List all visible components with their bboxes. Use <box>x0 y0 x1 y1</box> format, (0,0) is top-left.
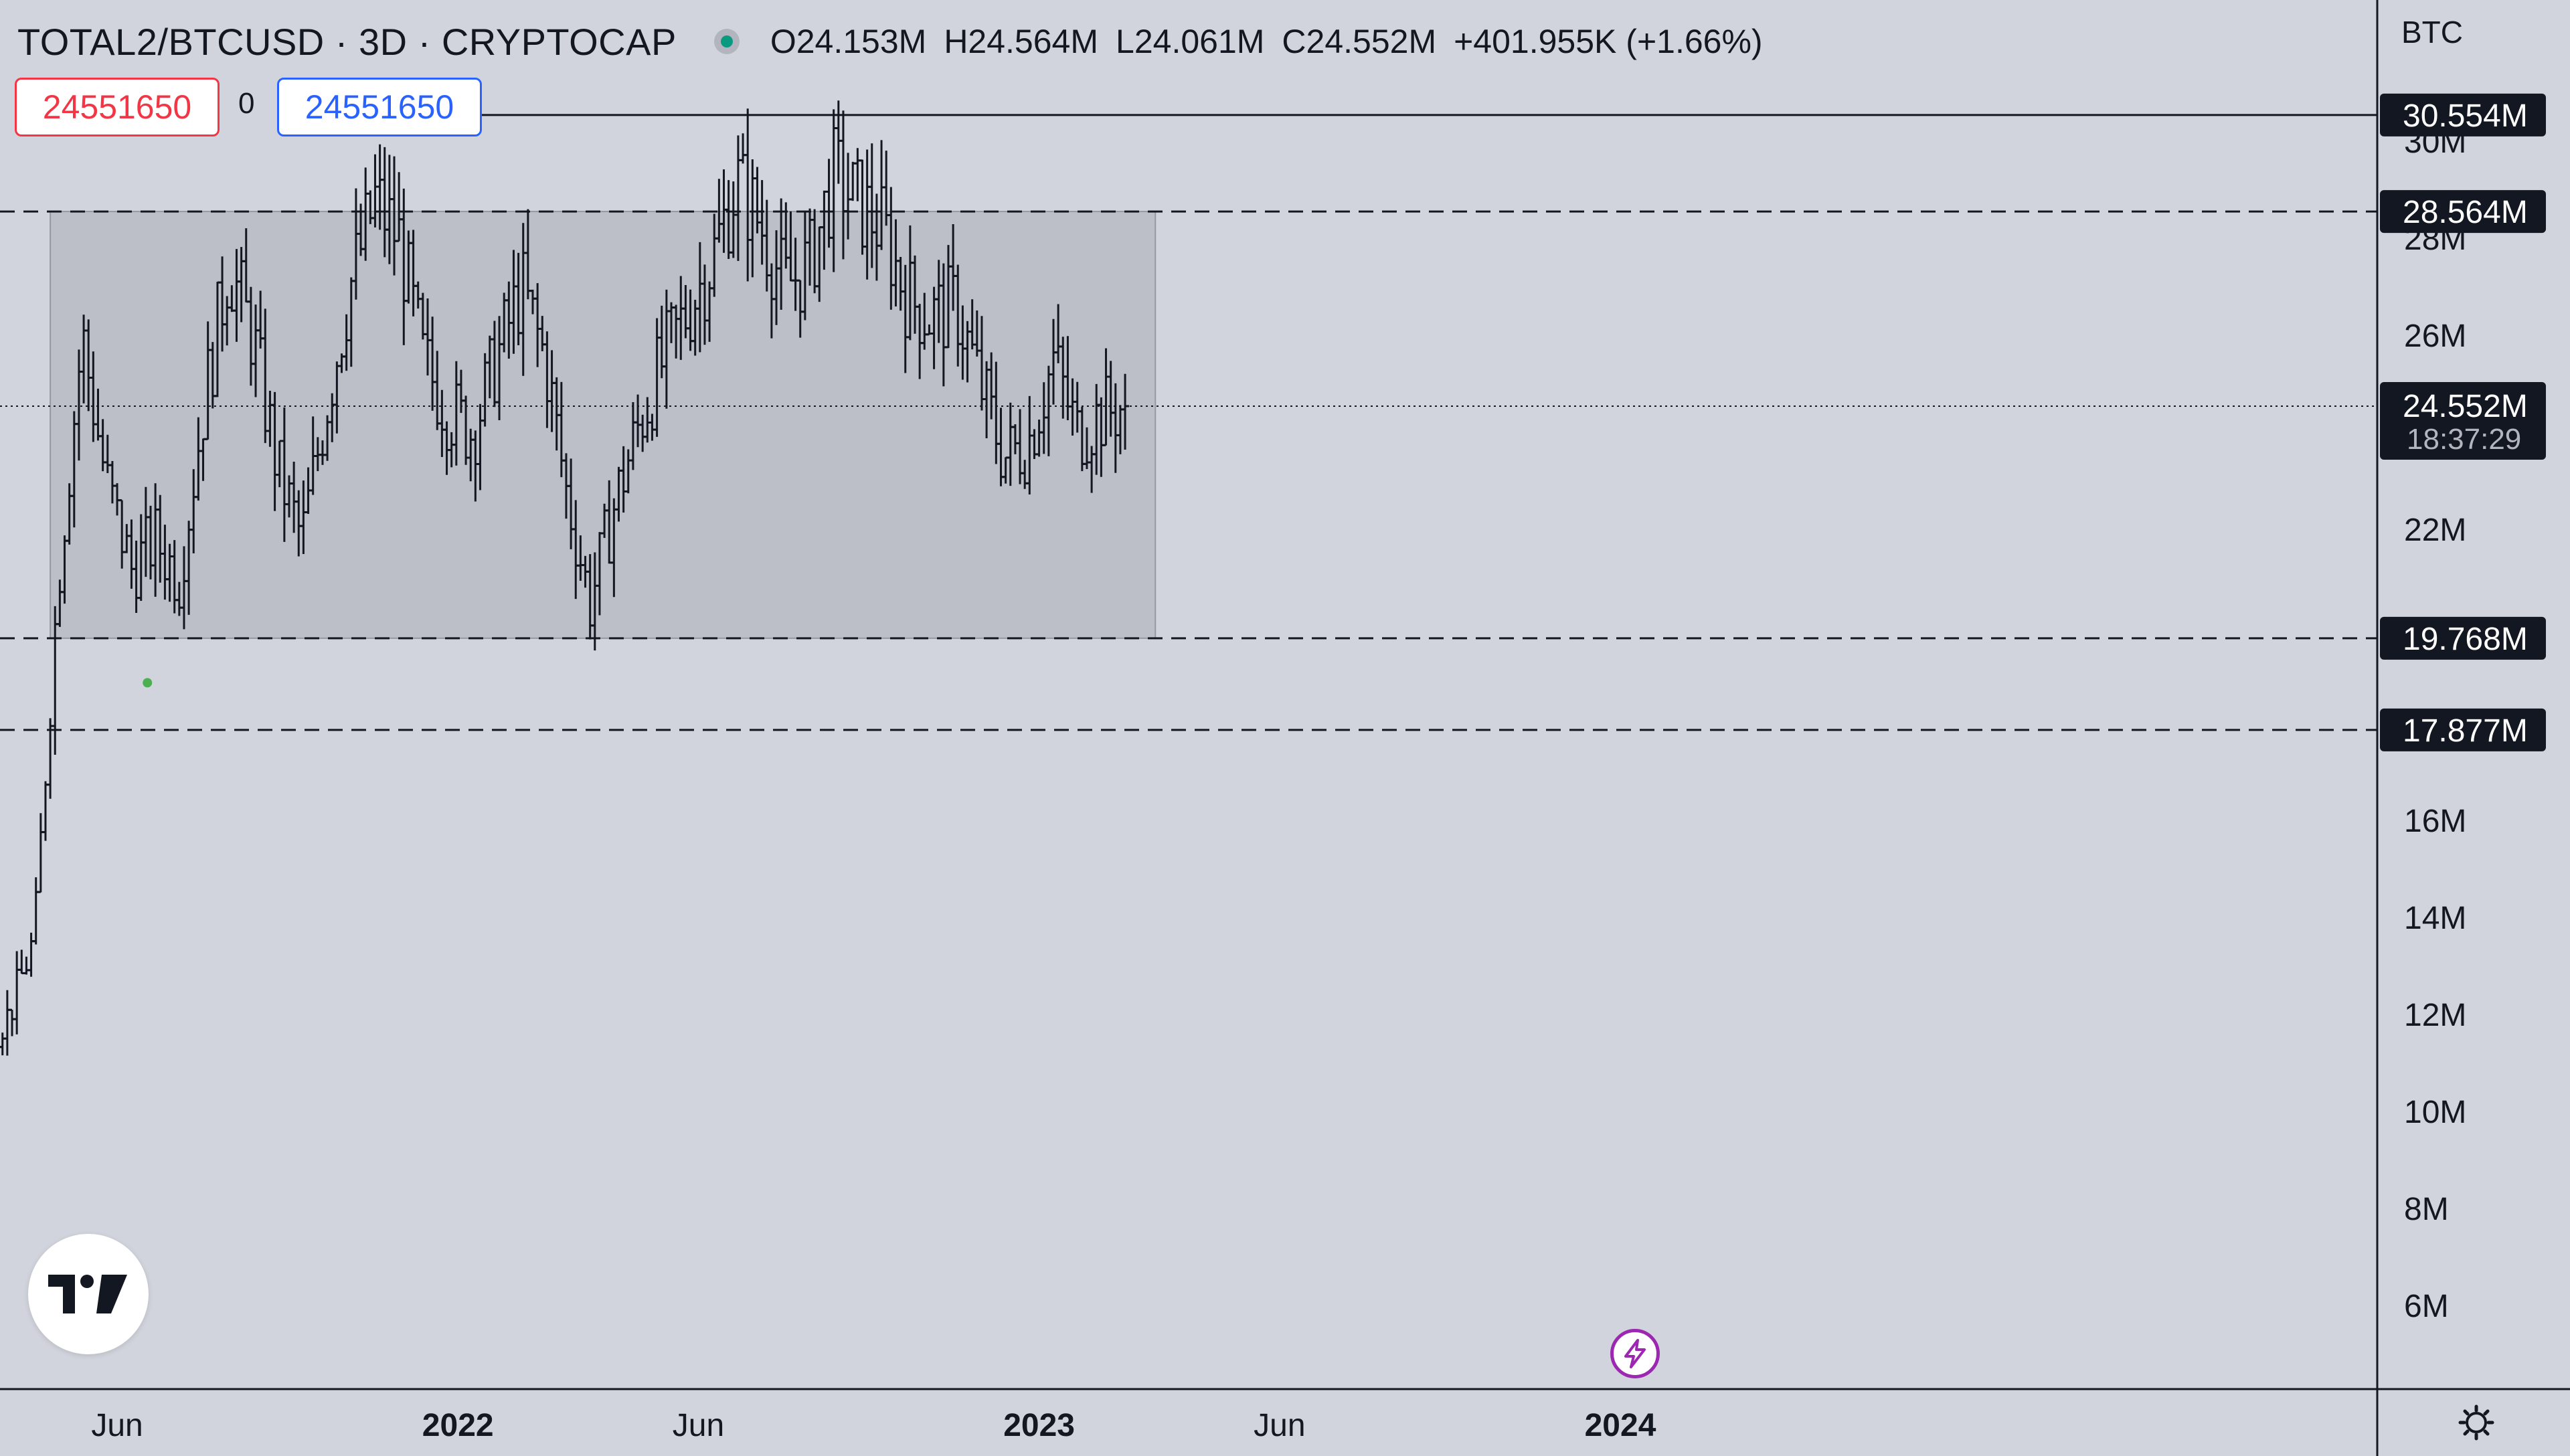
live-dot <box>720 35 733 48</box>
y-tick-label: 14M <box>2404 901 2466 936</box>
bar-countdown: 18:37:29 <box>2407 423 2521 456</box>
ohlc-bars <box>0 100 1130 1056</box>
ohlc-bar <box>739 133 748 164</box>
ohlc-bar <box>853 148 862 201</box>
ohlc-bar <box>22 956 31 975</box>
x-tick-label: 2022 <box>422 1408 494 1443</box>
x-tick-label: Jun <box>91 1408 143 1443</box>
ohlc-bar <box>834 100 843 184</box>
price-line-label: 30.554M <box>2403 98 2528 134</box>
last-price-label: 24.552M <box>2403 389 2528 424</box>
high-value: H24.564M <box>944 23 1099 60</box>
x-tick-label: Jun <box>673 1408 724 1443</box>
tradingview-logo-icon[interactable] <box>28 1234 149 1354</box>
ohlc-bar <box>17 949 26 974</box>
range-box <box>50 211 1156 639</box>
y-tick-label: 16M <box>2404 804 2466 839</box>
price-line-label-bg <box>2380 190 2546 234</box>
y-tick-label: 28M <box>2404 221 2466 257</box>
ohlc-bar <box>41 781 50 841</box>
sell-button[interactable]: 24551650 <box>15 78 220 136</box>
y-tick-label: 6M <box>2404 1289 2449 1324</box>
quantity-value[interactable]: 0 <box>238 87 255 120</box>
ohlc-bar <box>3 990 11 1056</box>
ohlc-bar <box>0 1032 7 1056</box>
y-tick-label: 12M <box>2404 998 2466 1033</box>
y-tick-label: 30M <box>2404 124 2466 160</box>
currency-label: BTC <box>2401 15 2463 50</box>
price-lines: 30.554M 28.564M 19.768M 17.877M 24.552M18:37… <box>0 93 2546 751</box>
x-tick-label: 2023 <box>1003 1408 1075 1443</box>
price-line-label-bg <box>2380 708 2546 751</box>
x-tick-label: Jun <box>1254 1408 1305 1443</box>
y-tick-label: 22M <box>2404 513 2466 548</box>
chart-header: TOTAL2/BTCUSD · 3D · CRYPTOCAP O24.153M … <box>17 15 1763 68</box>
ohlc-values: O24.153M H24.564M L24.061M C24.552M +401… <box>770 22 1763 61</box>
last-price-label-bg <box>2380 381 2546 460</box>
y-tick-label: 10M <box>2404 1095 2466 1130</box>
buy-button[interactable]: 24551650 <box>277 78 482 136</box>
symbol-title[interactable]: TOTAL2/BTCUSD · 3D · CRYPTOCAP <box>17 20 677 63</box>
low-value: L24.061M <box>1116 23 1265 60</box>
ohlc-bar <box>31 877 40 945</box>
change-value: +401.955K (+1.66%) <box>1454 23 1763 60</box>
lightning-bolt-icon[interactable] <box>1610 1329 1660 1378</box>
ohlc-bar <box>13 951 21 1034</box>
market-status-icon[interactable] <box>713 29 740 54</box>
ohlc-bar <box>36 813 45 893</box>
ohlc-bar <box>8 1008 17 1036</box>
ohlc-bar <box>849 161 857 201</box>
price-line-label-bg <box>2380 616 2546 660</box>
chart-overlays <box>50 211 1156 688</box>
ohlc-bar <box>0 1046 2 1049</box>
gear-icon[interactable] <box>2458 1404 2495 1441</box>
ohlc-bar <box>27 932 35 977</box>
y-tick-label: 8M <box>2404 1192 2449 1227</box>
close-value: C24.552M <box>1282 23 1437 60</box>
y-tick-label: 26M <box>2404 318 2466 354</box>
x-tick-label: 2024 <box>1585 1408 1656 1443</box>
price-line-label: 19.768M <box>2403 622 2528 657</box>
price-line-label: 28.564M <box>2403 195 2528 230</box>
price-line-label-bg <box>2380 93 2546 136</box>
signal-marker <box>143 678 153 688</box>
price-line-label: 17.877M <box>2403 713 2528 749</box>
open-value: O24.153M <box>770 23 927 60</box>
